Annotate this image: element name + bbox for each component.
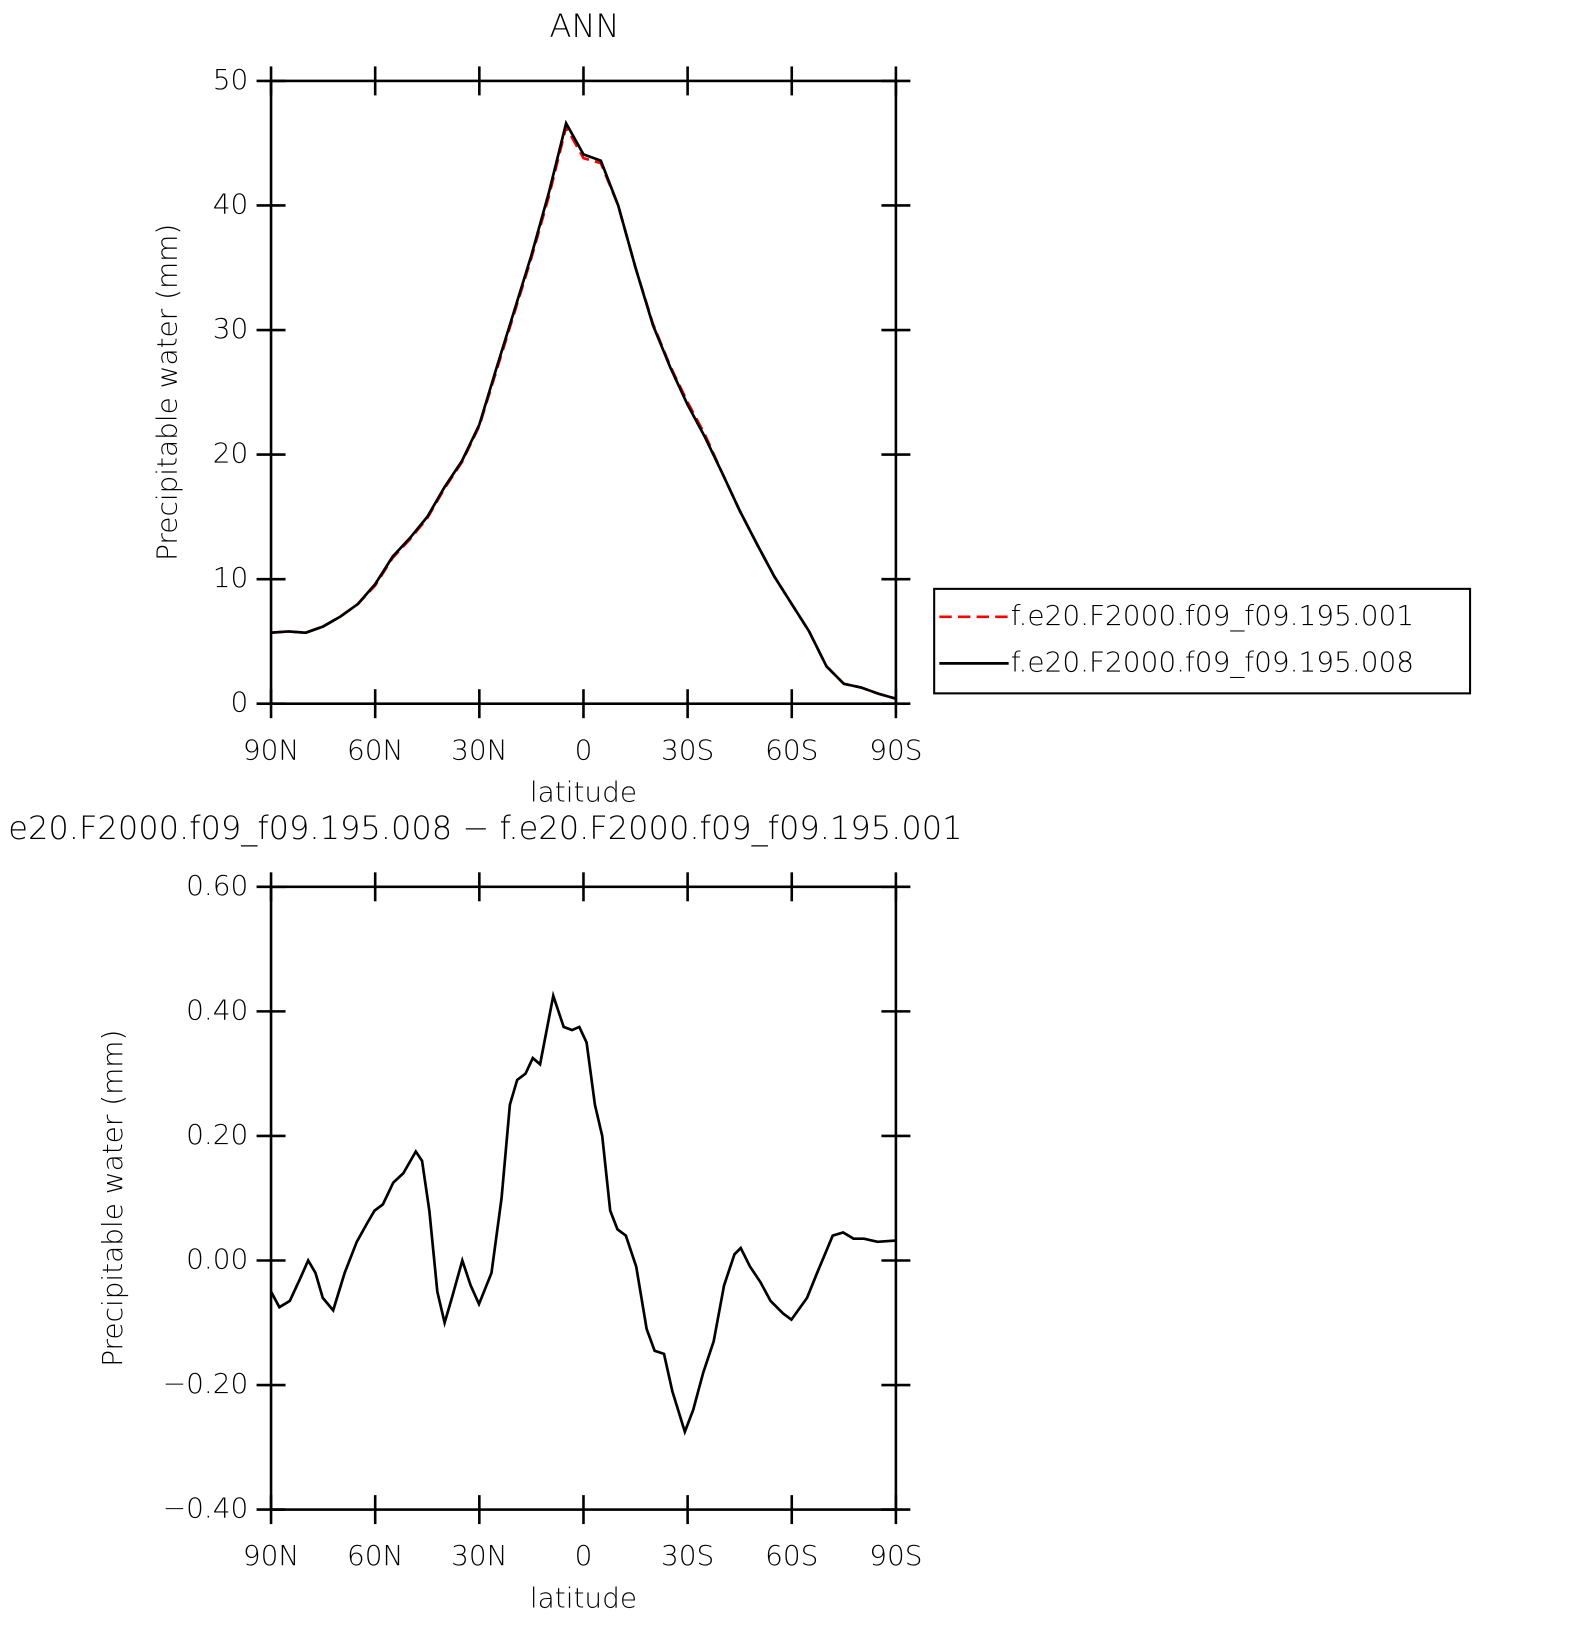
plot-frame xyxy=(269,885,898,1511)
legend-box xyxy=(933,587,1472,695)
y-tick-label: 30 xyxy=(213,312,249,345)
x-tick-label: 90N xyxy=(243,1539,299,1572)
x-axis-label: latitude xyxy=(530,776,637,809)
x-tick-label: 0 xyxy=(575,733,593,766)
data-line xyxy=(269,990,896,1436)
x-tick-label: 30S xyxy=(661,733,714,766)
y-tick-label: −0.20 xyxy=(163,1367,249,1400)
x-tick-label: 30N xyxy=(451,733,507,766)
data-line xyxy=(270,123,897,701)
chart-title: ANN xyxy=(550,7,620,45)
y-tick-label: 10 xyxy=(213,561,249,594)
x-axis-label: latitude xyxy=(530,1582,637,1615)
data-line xyxy=(270,119,897,701)
chart-title: e20.F2000.f09_f09.195.008 − f.e20.F2000.… xyxy=(8,809,962,847)
x-tick-label: 60S xyxy=(765,1539,818,1572)
x-tick-label: 60S xyxy=(765,733,818,766)
y-tick-label: 0.60 xyxy=(186,869,248,902)
y-axis-label: Precipitable water (mm) xyxy=(151,224,184,561)
x-tick-label: 30S xyxy=(661,1539,714,1572)
x-tick-label: 60N xyxy=(347,733,403,766)
y-tick-label: 40 xyxy=(213,187,249,220)
x-tick-label: 90N xyxy=(243,733,299,766)
y-tick-label: −0.40 xyxy=(163,1492,249,1525)
y-tick-label: 0.40 xyxy=(186,993,248,1026)
x-tick-label: 90S xyxy=(869,1539,922,1572)
legend-label: f.e20.F2000.f09_f09.195.008 xyxy=(1011,645,1414,679)
x-tick-label: 90S xyxy=(869,733,922,766)
y-tick-label: 0.00 xyxy=(186,1242,248,1275)
x-tick-label: 60N xyxy=(347,1539,403,1572)
x-tick-label: 30N xyxy=(451,1539,507,1572)
y-tick-label: 0.20 xyxy=(186,1118,248,1151)
y-axis-label: Precipitable water (mm) xyxy=(96,1030,129,1367)
y-tick-label: 0 xyxy=(231,686,249,719)
y-tick-label: 50 xyxy=(213,63,249,96)
legend-label: f.e20.F2000.f09_f09.195.001 xyxy=(1011,599,1414,633)
plot-frame xyxy=(269,79,898,705)
x-tick-label: 0 xyxy=(575,1539,593,1572)
y-tick-label: 20 xyxy=(213,437,249,470)
